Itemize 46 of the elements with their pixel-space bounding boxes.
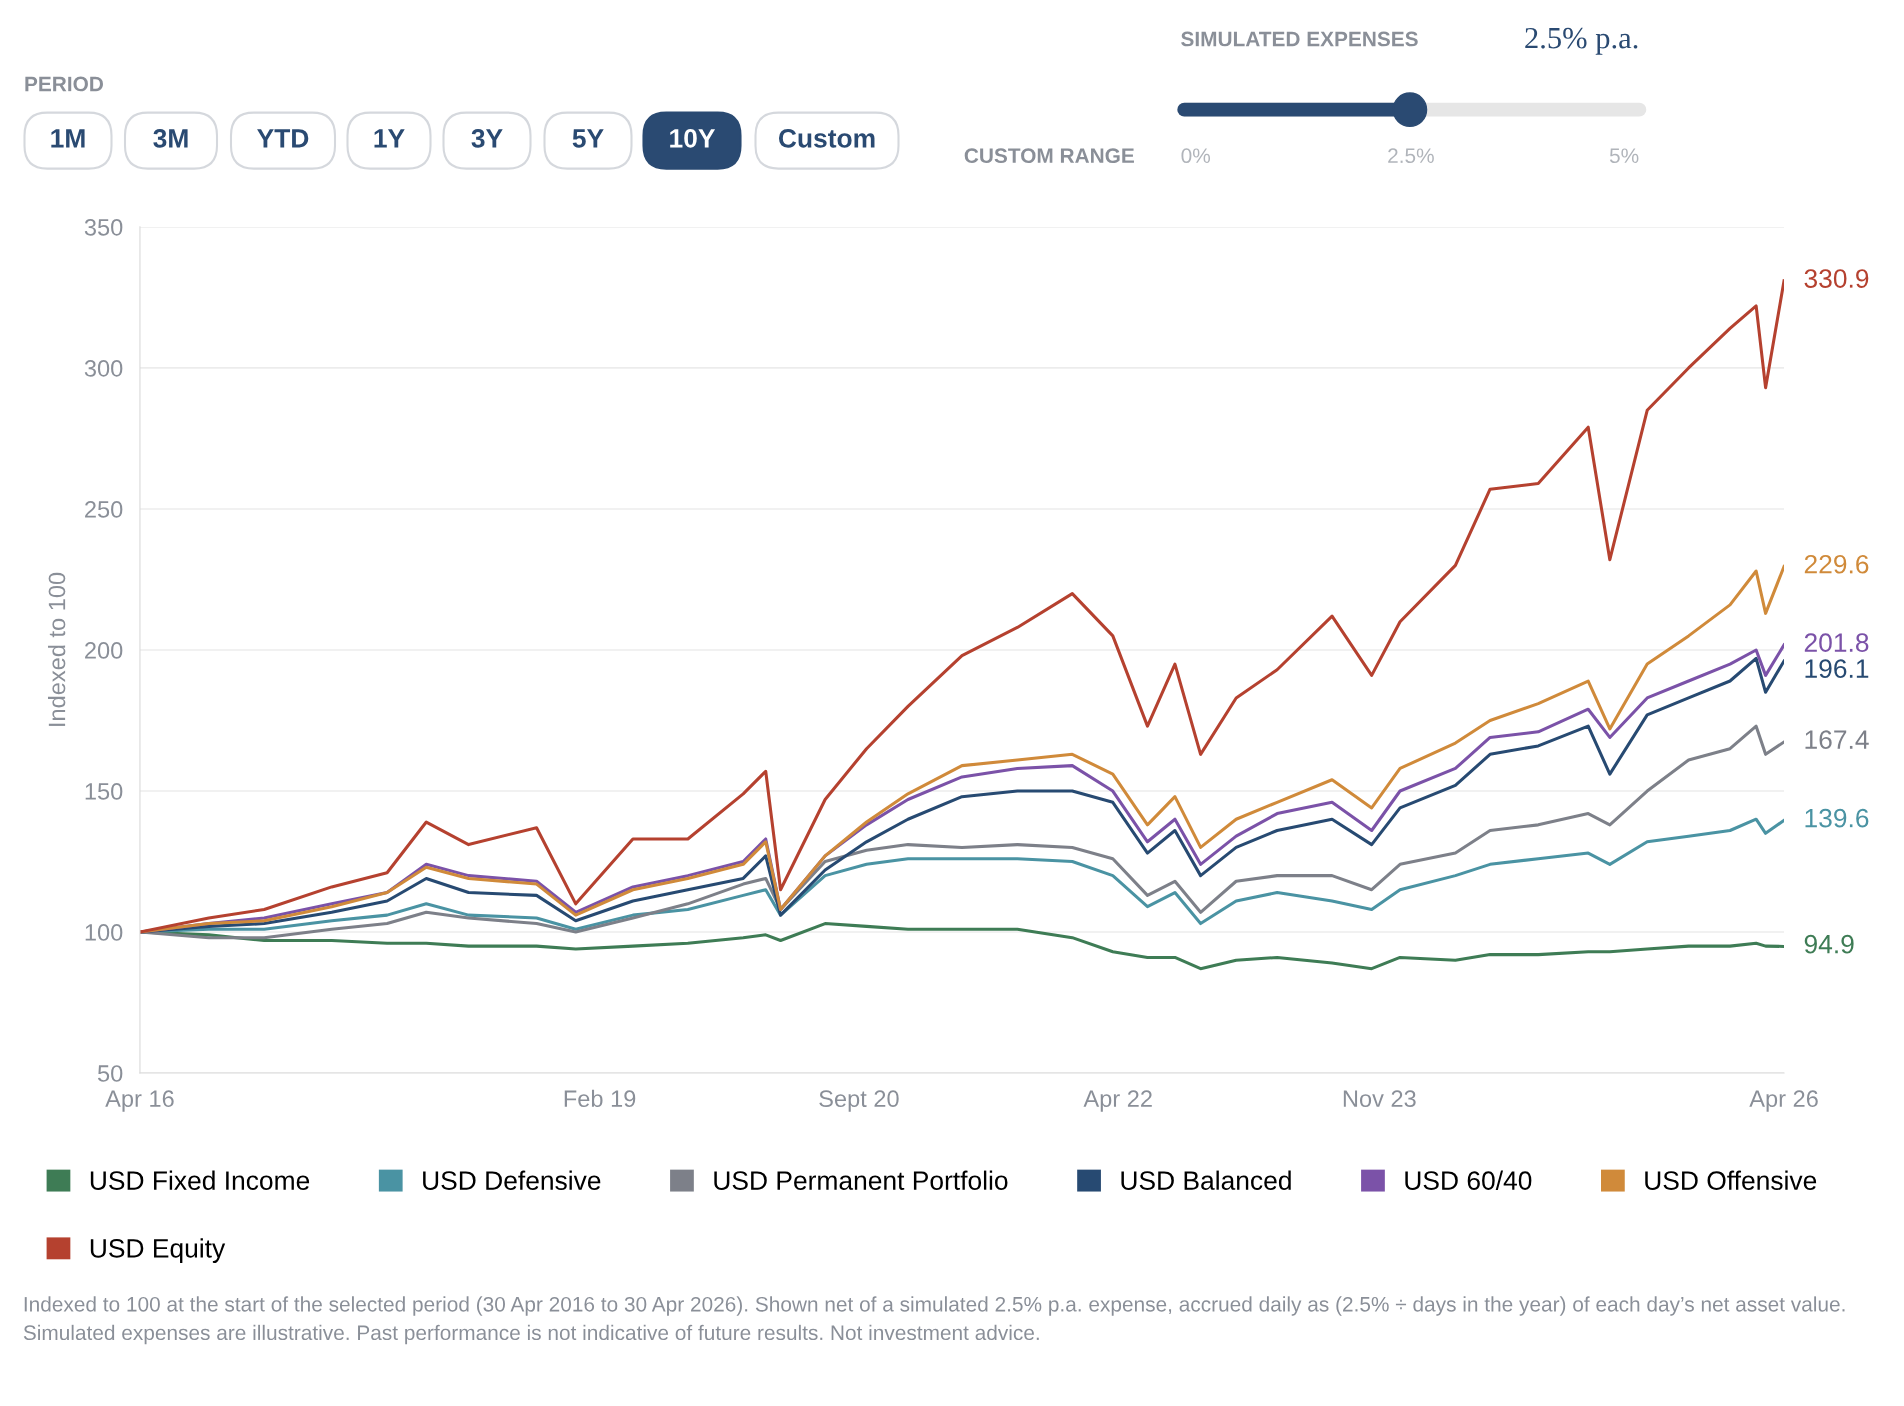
text: PERIOD <box>25 76 103 92</box>
legend-label: USD Fixed Income <box>90 1170 310 1190</box>
y-tick-label: 250 <box>85 501 123 518</box>
legend-label: USD Balanced <box>1121 1170 1291 1190</box>
text: 2.5% <box>1388 148 1434 164</box>
text: Custom <box>778 129 875 148</box>
legend-label: USD Equity <box>90 1238 226 1263</box>
y-tick-label: 300 <box>84 360 123 377</box>
text: 1Y <box>374 129 405 148</box>
text: 3Y <box>471 129 503 148</box>
legend-label: USD Defensive <box>423 1170 601 1190</box>
data-label: 330.9 <box>1804 269 1869 288</box>
y-tick-label: 150 <box>85 783 123 800</box>
data-label: 229.6 <box>1804 554 1869 574</box>
y-tick-label: 200 <box>85 642 123 659</box>
x-tick-label: Nov 23 <box>1343 1090 1416 1108</box>
x-tick-label: Apr 26 <box>1749 1090 1818 1112</box>
legend-label: USD 60/40 <box>1405 1170 1532 1190</box>
data-label: 196.1 <box>1805 659 1869 678</box>
text: CUSTOM RANGE <box>964 148 1134 164</box>
y-axis-title: Indexed to 100 <box>47 572 66 726</box>
line-series <box>139 279 1785 934</box>
text: Indexed to 100 at the start of the selected period (30 Apr 2016 to 30 Apr 2026). Shown net of a simulated 2.5% p.a. expense, accrued daily as (2.5% ÷ days in the year) of each day’s net asset value. Simulated expenses are illustrative. Past performance is not indicative of future results. Not investment advice. <box>23 1296 1845 1345</box>
y-tick-label: 50 <box>97 1065 123 1082</box>
legend-label: USD Offensive <box>1645 1170 1817 1190</box>
data-label: 167.4 <box>1805 730 1869 750</box>
x-tick-label: Sept 20 <box>819 1090 899 1112</box>
text: 5Y <box>572 129 604 148</box>
text: 0% <box>1181 148 1211 164</box>
text: 10Y <box>670 129 716 148</box>
text: 2.5% p.a. <box>1525 27 1638 55</box>
text: YTD <box>257 129 309 148</box>
x-tick-label: Feb 19 <box>564 1089 636 1108</box>
data-label: 139.6 <box>1805 808 1869 828</box>
text: 3M <box>153 129 188 148</box>
y-tick-label: 100 <box>85 924 123 941</box>
data-label: 94.9 <box>1804 934 1854 954</box>
line-series <box>139 724 1785 940</box>
data-label: 201.8 <box>1804 633 1869 652</box>
x-tick-label: Apr 16 <box>105 1090 174 1112</box>
x-tick-label: Apr 22 <box>1083 1090 1152 1112</box>
text: 5% <box>1609 148 1639 164</box>
legend-label: USD Permanent Portfolio <box>714 1170 1008 1190</box>
y-tick-label: 350 <box>84 219 123 236</box>
text: 1M <box>51 129 85 148</box>
text: SIMULATED EXPENSES <box>1181 31 1418 47</box>
